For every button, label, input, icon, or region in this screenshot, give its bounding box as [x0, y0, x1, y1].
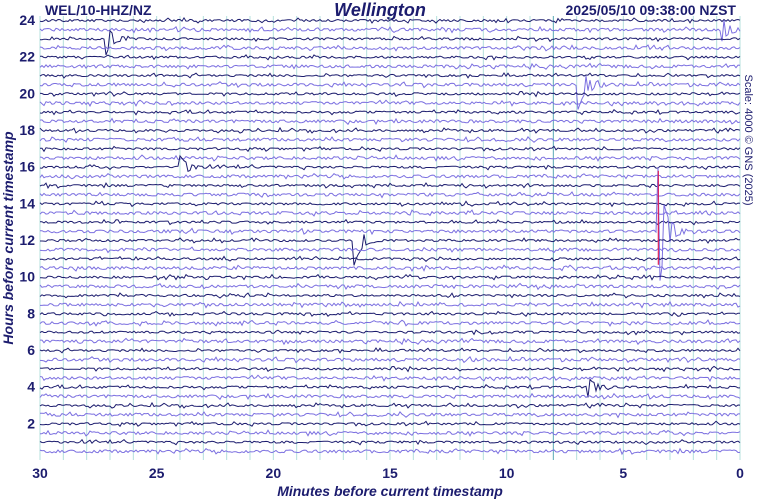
- seismic-trace: [39, 292, 741, 299]
- seismic-trace: [39, 72, 741, 79]
- x-tick-labels: 30 25 20 15 10 5 0: [32, 465, 744, 481]
- seismic-trace: [40, 273, 741, 281]
- seismic-trace: [39, 401, 741, 409]
- y-tick-label: 8: [27, 305, 35, 321]
- seismic-trace: [39, 328, 741, 336]
- y-tick-label: 22: [19, 49, 35, 65]
- x-tick-label: 20: [266, 465, 282, 481]
- seismic-trace: [39, 44, 741, 52]
- seismic-trace: [40, 218, 741, 226]
- seismic-trace: [39, 154, 741, 172]
- seismic-trace: [40, 411, 740, 419]
- seismic-trace: [39, 167, 741, 281]
- seismic-trace: [40, 145, 741, 153]
- x-tick-label: 15: [382, 465, 398, 481]
- seismic-trace: [39, 420, 741, 428]
- seismic-trace: [39, 90, 741, 98]
- seismic-trace: [39, 62, 741, 71]
- grid-lines: [39, 16, 741, 460]
- seismic-trace: [39, 438, 741, 446]
- y-tick-label: 12: [19, 232, 35, 248]
- y-tick-label: 18: [19, 122, 35, 138]
- seismic-trace: [39, 182, 741, 189]
- seismic-trace: [39, 136, 741, 143]
- seismic-trace: [40, 29, 741, 56]
- seismic-trace: [39, 374, 741, 382]
- seismic-trace: [39, 246, 741, 254]
- y-tick-label: 10: [19, 269, 35, 285]
- chart-title: Wellington: [334, 0, 426, 20]
- seismic-trace: [39, 117, 741, 126]
- seismic-trace: [39, 355, 741, 364]
- seismic-trace: [39, 310, 740, 318]
- seismic-trace: [39, 347, 741, 354]
- seismic-trace: [39, 365, 741, 373]
- seismic-trace: [39, 392, 741, 401]
- y-tick-label: 24: [19, 12, 35, 28]
- y-tick-label: 20: [19, 85, 35, 101]
- x-axis-label: Minutes before current timestamp: [277, 483, 503, 499]
- seismic-trace: [39, 209, 741, 217]
- y-tick-label: 2: [27, 415, 35, 431]
- seismic-trace: [39, 99, 741, 107]
- y-tick-label: 4: [27, 379, 35, 395]
- seismic-trace: [39, 191, 741, 199]
- x-tick-label: 25: [149, 465, 165, 481]
- seismic-trace: [39, 108, 741, 116]
- x-tick-label: 0: [736, 465, 744, 481]
- x-tick-label: 5: [619, 465, 627, 481]
- seismic-trace: [39, 200, 741, 208]
- station-code: WEL/10-HHZ/NZ: [45, 2, 152, 18]
- seismic-trace: [39, 54, 741, 61]
- seismic-trace: [39, 126, 741, 134]
- seismic-trace: [39, 378, 740, 398]
- seismic-trace: [40, 234, 741, 266]
- y-tick-label: 14: [19, 195, 35, 211]
- x-tick-label: 10: [499, 465, 515, 481]
- x-tick-label: 30: [32, 465, 48, 481]
- seismic-trace: [39, 76, 741, 110]
- seismic-trace: [39, 429, 741, 437]
- seismic-trace: [40, 255, 741, 262]
- seismic-trace: [39, 173, 741, 180]
- timestamp: 2025/05/10 09:38:00 NZST: [565, 2, 736, 18]
- seismic-trace: [39, 264, 741, 272]
- y-tick-label: 6: [27, 342, 35, 358]
- seismic-traces: [39, 16, 741, 456]
- y-tick-label: 16: [19, 159, 35, 175]
- seismic-trace: [39, 319, 741, 327]
- seismic-trace: [39, 20, 741, 42]
- seismic-trace: [39, 16, 741, 24]
- seismic-trace: [39, 282, 741, 291]
- seismic-trace: [39, 154, 741, 162]
- seismic-trace: [40, 337, 741, 346]
- seismic-trace: [39, 447, 741, 456]
- seismic-trace: [40, 300, 741, 309]
